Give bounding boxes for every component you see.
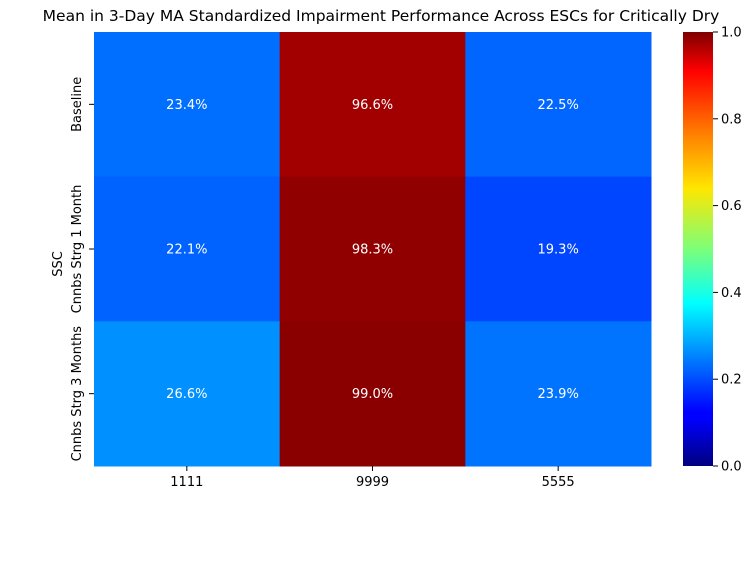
heatmap-cell — [94, 32, 281, 178]
cell-value-label: 96.6% — [352, 98, 393, 113]
x-tick-label: 9999 — [356, 475, 389, 490]
y-tick-label: Cnnbs Strg 3 Months — [70, 326, 85, 462]
heatmap-cell — [94, 321, 281, 467]
y-axis-title: SSC — [51, 251, 66, 277]
cell-value-label: 23.9% — [538, 387, 579, 402]
y-axis: Baseline Cnnbs Strg 1 Month Cnnbs Strg 3 M… — [70, 77, 94, 462]
y-tick-label: Cnnbs Strg 1 Month — [70, 185, 85, 314]
colorbar-tick-label: 0.0 — [721, 460, 742, 475]
colorbar-tick-label: 0.6 — [721, 199, 742, 214]
x-axis: 1111 9999 5555 — [170, 466, 575, 490]
cell-value-label: 22.5% — [538, 98, 579, 113]
colorbar-tick-label: 0.8 — [721, 112, 742, 127]
x-tick-label: 5555 — [542, 475, 575, 490]
colorbar-ticks: 0.0 0.2 0.4 0.6 0.8 1.0 — [713, 26, 742, 475]
cell-value-label: 19.3% — [538, 243, 579, 258]
heatmap-cell — [465, 321, 652, 467]
x-tick-label: 1111 — [170, 475, 203, 490]
cell-value-label: 23.4% — [166, 98, 207, 113]
heatmap-cell-labels: 23.4% 96.6% 22.5% 22.1% 98.3% 19.3% 26.6% 99.0%… — [166, 98, 579, 402]
heatmap-cell — [465, 32, 652, 178]
heatmap-cell — [94, 176, 281, 322]
colorbar: 0.0 0.2 0.4 0.6 0.8 1.0 — [683, 26, 742, 475]
cell-value-label: 99.0% — [352, 387, 393, 402]
heatmap-cell — [465, 176, 652, 322]
colorbar-tick-label: 1.0 — [721, 26, 742, 41]
heatmap-cell — [279, 32, 466, 178]
cell-value-label: 98.3% — [352, 243, 393, 258]
y-tick-label: Baseline — [70, 77, 85, 132]
colorbar-tick-label: 0.4 — [721, 286, 742, 301]
colorbar-tick-label: 0.2 — [721, 373, 742, 388]
heatmap-cell — [279, 176, 466, 322]
heatmap-cell — [279, 321, 466, 467]
cell-value-label: 26.6% — [166, 387, 207, 402]
heatmap-cells — [94, 32, 652, 467]
cell-value-label: 22.1% — [166, 243, 207, 258]
colorbar-gradient — [683, 32, 713, 466]
chart-title: Mean in 3-Day MA Standardized Impairment… — [43, 7, 720, 25]
